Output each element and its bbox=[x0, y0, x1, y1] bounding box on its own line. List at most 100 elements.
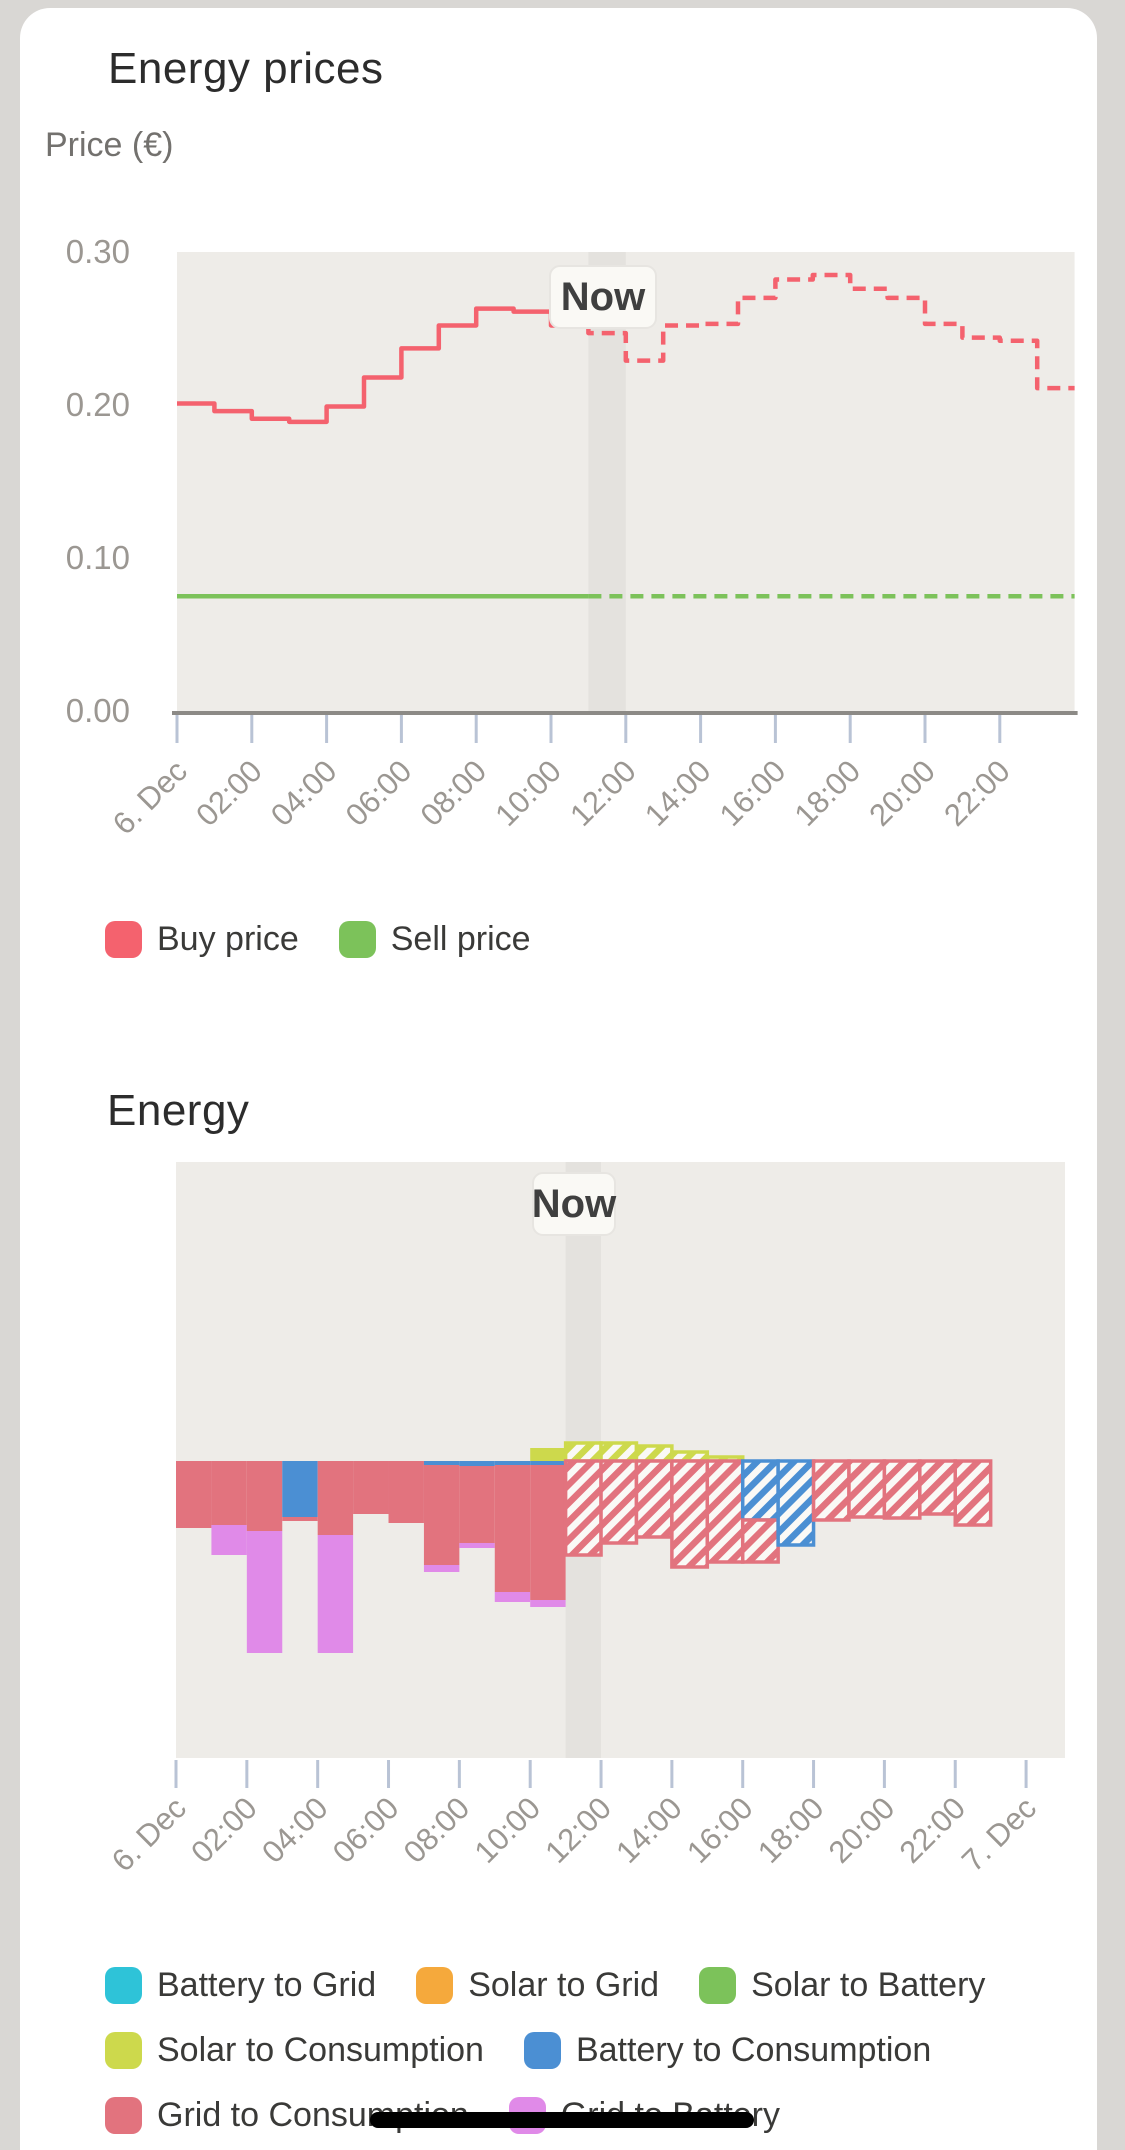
buy-price-line-forecast bbox=[586, 272, 1075, 391]
y-tick-label: 0.00 bbox=[66, 692, 130, 729]
price-axis-caption: Price (€) bbox=[45, 126, 174, 164]
bar-grid-to-consumption-forecast[interactable] bbox=[847, 1459, 887, 1519]
bar-grid-to-consumption-forecast[interactable] bbox=[811, 1459, 851, 1522]
legend-item-solar-to-consumption[interactable]: Solar to Consumption bbox=[105, 2031, 484, 2070]
bar-grid-to-consumption[interactable] bbox=[211, 1461, 247, 1525]
bar-grid-to-consumption[interactable] bbox=[317, 1461, 354, 1535]
now-label-box bbox=[549, 265, 657, 329]
bar-solar-to-consumption[interactable] bbox=[530, 1448, 566, 1461]
price-chart-title: Energy prices bbox=[108, 44, 384, 93]
bar-grid-to-consumption[interactable] bbox=[353, 1461, 389, 1514]
bar-grid-to-battery[interactable] bbox=[530, 1600, 566, 1607]
bar-grid-to-consumption-forecast[interactable] bbox=[918, 1459, 957, 1516]
bar-grid-to-battery[interactable] bbox=[494, 1592, 531, 1602]
bar-grid-to-consumption-forecast[interactable] bbox=[953, 1459, 993, 1527]
bar-grid-to-consumption-forecast[interactable] bbox=[670, 1459, 710, 1569]
bar-grid-to-consumption[interactable] bbox=[282, 1517, 318, 1521]
bar-grid-to-battery[interactable] bbox=[246, 1531, 283, 1653]
x-tick-label: 7. Dec bbox=[955, 1790, 1043, 1878]
legend-item-battery-to-grid[interactable]: Battery to Grid bbox=[105, 1966, 376, 2005]
home-indicator[interactable] bbox=[370, 2112, 754, 2128]
y-tick-label: 0.10 bbox=[66, 539, 130, 576]
x-tick-label: 6. Dec bbox=[106, 753, 194, 841]
legend-swatch bbox=[105, 1967, 142, 2004]
legend-label: Battery to Consumption bbox=[575, 2031, 932, 2069]
bar-grid-to-battery[interactable] bbox=[211, 1525, 247, 1555]
x-tick-label: 12:00 bbox=[563, 753, 643, 833]
x-tick-label: 08:00 bbox=[414, 753, 494, 833]
bar-grid-to-consumption[interactable] bbox=[388, 1461, 424, 1523]
bar-grid-to-consumption-forecast[interactable] bbox=[740, 1518, 780, 1564]
legend-swatch bbox=[105, 921, 142, 958]
x-tick-label: 06:00 bbox=[339, 753, 419, 833]
bar-battery-to-consumption-forecast[interactable] bbox=[740, 1459, 780, 1522]
legend-swatch bbox=[105, 2097, 142, 2134]
legend-item-solar-to-battery[interactable]: Solar to Battery bbox=[699, 1966, 985, 2005]
x-tick-label: 10:00 bbox=[468, 1790, 548, 1870]
legend-item-sell-price[interactable]: Sell price bbox=[338, 920, 531, 959]
x-tick-label: 04:00 bbox=[255, 1790, 335, 1870]
bar-battery-to-consumption[interactable] bbox=[459, 1461, 495, 1466]
bar-grid-to-consumption[interactable] bbox=[246, 1461, 283, 1531]
bar-grid-to-consumption-forecast[interactable] bbox=[705, 1459, 745, 1564]
legend-label: Battery to Grid bbox=[157, 1966, 377, 2004]
bar-battery-to-consumption-forecast[interactable] bbox=[776, 1459, 816, 1547]
bar-grid-to-consumption[interactable] bbox=[494, 1465, 531, 1592]
bar-grid-to-consumption-forecast[interactable] bbox=[882, 1459, 922, 1520]
x-tick-label: 08:00 bbox=[397, 1790, 477, 1870]
bar-solar-to-consumption-forecast[interactable] bbox=[599, 1441, 639, 1463]
x-tick-label: 16:00 bbox=[713, 753, 793, 833]
bar-grid-to-consumption-forecast[interactable] bbox=[634, 1459, 674, 1539]
x-tick-label: 22:00 bbox=[937, 753, 1017, 833]
legend-label: Buy price bbox=[157, 920, 299, 958]
bar-solar-to-consumption-forecast[interactable] bbox=[634, 1444, 674, 1463]
bar-grid-to-battery[interactable] bbox=[423, 1565, 460, 1572]
buy-price-line-history bbox=[177, 306, 589, 425]
y-tick-label: 0.30 bbox=[66, 233, 130, 270]
legend-item-solar-to-grid[interactable]: Solar to Grid bbox=[416, 1966, 659, 2005]
x-tick-label: 18:00 bbox=[751, 1790, 831, 1870]
x-tick-label: 12:00 bbox=[538, 1790, 618, 1870]
legend-item-battery-to-consumption[interactable]: Battery to Consumption bbox=[523, 2031, 932, 2070]
legend-label: Sell price bbox=[390, 920, 531, 958]
energy-chart-title: Energy bbox=[107, 1086, 250, 1135]
legend-item-buy-price[interactable]: Buy price bbox=[105, 920, 299, 959]
price-chart-legend: Buy price Sell price bbox=[105, 920, 1005, 959]
now-label-text: Now bbox=[532, 1182, 617, 1226]
x-tick-label: 6. Dec bbox=[105, 1790, 193, 1878]
legend-swatch bbox=[523, 2032, 561, 2069]
bar-battery-to-consumption[interactable] bbox=[530, 1461, 566, 1465]
energy-chart-legend: Battery to Grid Solar to Grid Solar to Bat… bbox=[105, 1966, 1105, 2135]
x-tick-label: 14:00 bbox=[609, 1790, 689, 1870]
bar-grid-to-consumption[interactable] bbox=[459, 1466, 495, 1543]
x-tick-label: 02:00 bbox=[189, 753, 269, 833]
legend-swatch bbox=[416, 1967, 454, 2004]
x-tick-label: 20:00 bbox=[862, 753, 942, 833]
legend-swatch bbox=[105, 2032, 142, 2069]
energy-flow-chart[interactable]: 6. Dec02:0004:0006:0008:0010:0012:0014:0… bbox=[0, 1148, 1125, 1938]
x-tick-label: 10:00 bbox=[488, 753, 568, 833]
bar-grid-to-consumption[interactable] bbox=[423, 1465, 460, 1565]
now-label-box bbox=[532, 1172, 616, 1236]
bar-battery-to-consumption[interactable] bbox=[494, 1461, 531, 1465]
x-tick-label: 18:00 bbox=[788, 753, 868, 833]
x-tick-label: 16:00 bbox=[680, 1790, 760, 1870]
now-label-text: Now bbox=[561, 275, 646, 319]
bar-grid-to-battery[interactable] bbox=[317, 1535, 354, 1653]
x-tick-label: 14:00 bbox=[638, 753, 718, 833]
bar-grid-to-consumption[interactable] bbox=[530, 1465, 566, 1600]
bar-battery-to-consumption[interactable] bbox=[282, 1461, 318, 1517]
legend-label: Solar to Grid bbox=[468, 1966, 660, 2004]
x-tick-label: 06:00 bbox=[326, 1790, 406, 1870]
bar-grid-to-consumption[interactable] bbox=[176, 1461, 212, 1528]
energy-prices-chart[interactable]: 0.30 0.20 0.10 0.00 6. Dec02:0004:0006:0008:… bbox=[0, 228, 1125, 868]
bar-grid-to-consumption-forecast[interactable] bbox=[563, 1459, 603, 1557]
legend-label: Solar to Consumption bbox=[157, 2031, 484, 2069]
bar-solar-to-consumption-forecast[interactable] bbox=[563, 1441, 603, 1463]
bar-grid-to-battery[interactable] bbox=[459, 1543, 495, 1548]
legend-label: Solar to Battery bbox=[751, 1966, 986, 2004]
bar-battery-to-consumption[interactable] bbox=[423, 1461, 460, 1465]
x-tick-label: 04:00 bbox=[264, 753, 344, 833]
bar-grid-to-consumption-forecast[interactable] bbox=[599, 1459, 639, 1545]
legend-swatch bbox=[699, 1967, 737, 2004]
